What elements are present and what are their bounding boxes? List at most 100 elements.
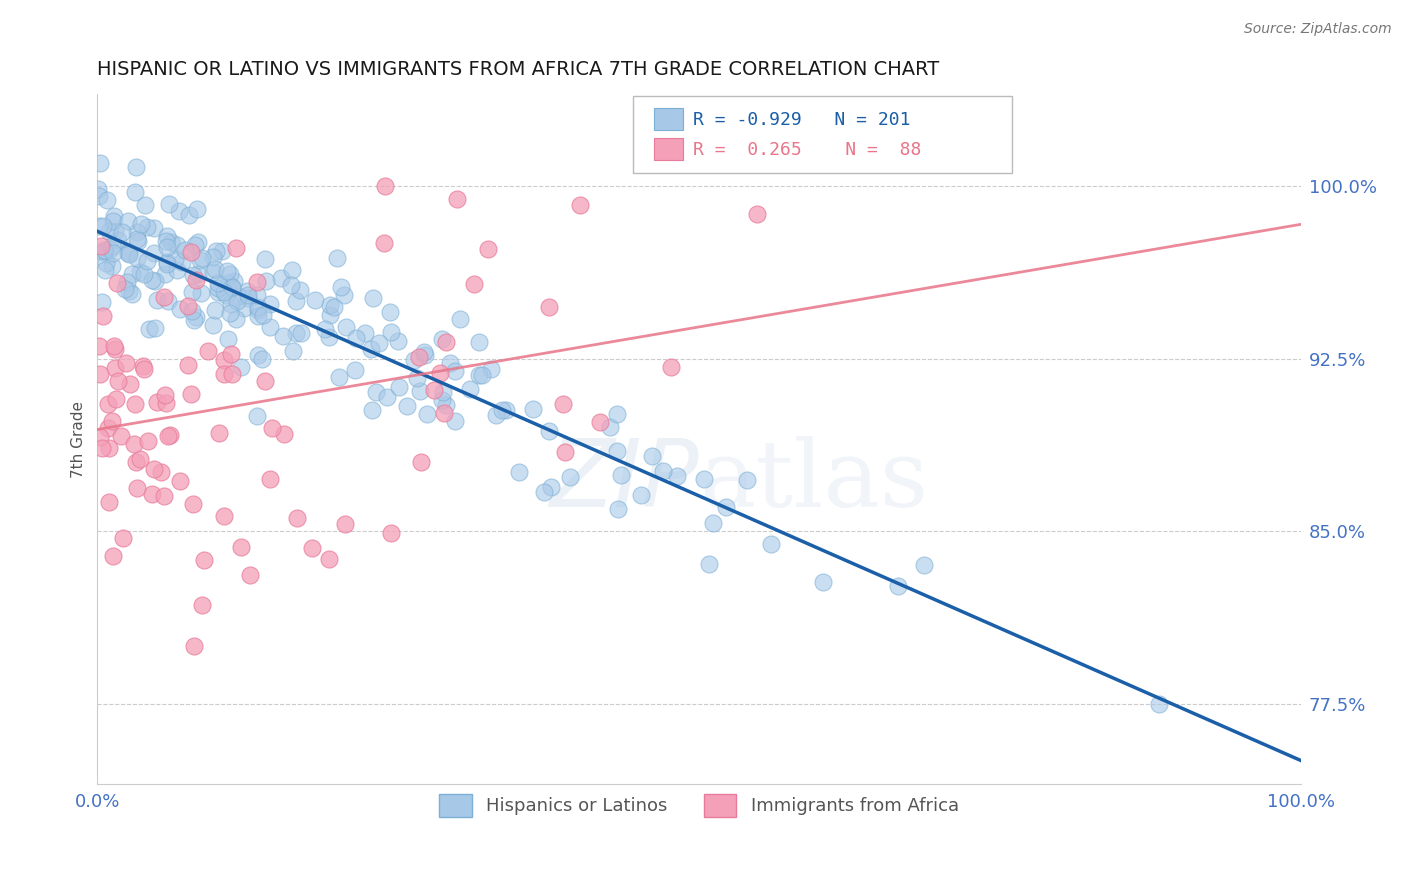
Point [692, 472, 714, 486]
Point [395, 399, 418, 413]
Point [443, 364, 465, 378]
Point [262, 421, 284, 435]
Point [290, 326, 312, 341]
Point [183, 238, 205, 252]
Point [166, 237, 188, 252]
Point [190, 286, 212, 301]
Point [204, 302, 226, 317]
Point [197, 343, 219, 358]
Point [283, 343, 305, 358]
Point [215, 287, 238, 301]
Point [89, 368, 111, 382]
Point [155, 234, 177, 248]
Point [125, 455, 148, 469]
Point [132, 267, 155, 281]
Point [463, 277, 485, 291]
Point [117, 214, 139, 228]
Point [103, 224, 125, 238]
Point [188, 253, 211, 268]
Point [146, 395, 169, 409]
Point [254, 274, 277, 288]
Point [273, 426, 295, 441]
Point [344, 363, 367, 377]
Point [314, 322, 336, 336]
Point [666, 469, 689, 483]
Point [217, 264, 239, 278]
Point [217, 276, 239, 290]
Point [177, 208, 200, 222]
Point [335, 516, 357, 531]
Point [253, 375, 276, 389]
Point [319, 298, 342, 312]
Point [107, 375, 129, 389]
Y-axis label: 7th Grade: 7th Grade [72, 401, 86, 478]
Point [143, 320, 166, 334]
Point [380, 525, 402, 540]
Point [201, 265, 224, 279]
Point [98, 225, 121, 239]
Point [156, 255, 179, 269]
Point [436, 335, 458, 350]
Point [117, 244, 139, 258]
Point [560, 469, 582, 483]
Point [98, 442, 121, 456]
Point [104, 361, 127, 376]
Point [481, 361, 503, 376]
Point [432, 384, 454, 399]
Point [1147, 697, 1170, 711]
Point [443, 414, 465, 428]
Point [375, 391, 398, 405]
Point [702, 516, 724, 530]
Point [387, 334, 409, 348]
Point [221, 280, 243, 294]
Point [89, 219, 111, 233]
Point [225, 241, 247, 255]
Point [246, 287, 269, 301]
FancyBboxPatch shape [633, 96, 1012, 173]
Point [153, 267, 176, 281]
Point [114, 356, 136, 370]
Point [101, 259, 124, 273]
Point [735, 473, 758, 487]
Point [609, 467, 631, 482]
Point [183, 640, 205, 654]
Point [166, 262, 188, 277]
Point [471, 368, 494, 383]
Point [152, 290, 174, 304]
Point [238, 288, 260, 302]
Point [169, 474, 191, 488]
Point [408, 351, 430, 365]
Point [328, 370, 350, 384]
Point [155, 388, 177, 402]
Point [236, 284, 259, 298]
Point [90, 441, 112, 455]
Point [225, 312, 247, 326]
Point [304, 293, 326, 308]
Point [100, 239, 122, 253]
Point [491, 403, 513, 417]
Point [156, 229, 179, 244]
Point [250, 351, 273, 366]
Point [105, 276, 128, 290]
Point [120, 376, 142, 391]
Point [207, 281, 229, 295]
Point [121, 267, 143, 281]
Point [380, 325, 402, 339]
Point [191, 251, 214, 265]
Point [124, 185, 146, 199]
Point [219, 306, 242, 320]
Point [157, 197, 180, 211]
Point [181, 497, 204, 511]
Point [124, 397, 146, 411]
Point [157, 429, 180, 443]
Point [204, 261, 226, 276]
Point [332, 287, 354, 301]
Point [138, 321, 160, 335]
Point [142, 461, 165, 475]
Point [468, 368, 491, 382]
Point [169, 301, 191, 316]
Text: R =  0.265    N =  88: R = 0.265 N = 88 [693, 141, 921, 159]
Point [136, 220, 159, 235]
Point [163, 252, 186, 267]
Point [246, 275, 269, 289]
